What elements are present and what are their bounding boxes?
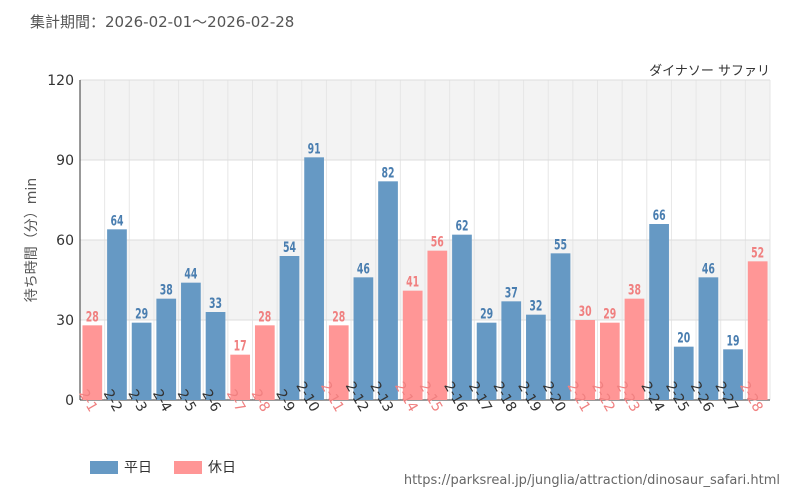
bar-2-2 [107,229,127,400]
value-label: 17 [234,337,247,354]
bar-2-26 [698,277,719,400]
bar-2-19 [526,314,546,400]
bar-2-22 [599,322,620,400]
value-label: 37 [505,284,518,301]
y-tick-label: 90 [56,153,74,169]
legend-holiday-swatch [174,460,202,474]
bar-2-11 [328,325,349,400]
value-label: 46 [357,260,370,277]
legend-holiday-label: 休日 [208,460,236,476]
y-tick-label: 30 [56,313,74,329]
bar-2-10 [304,157,324,400]
chart-legend: 平日 休日 [90,457,258,477]
value-label: 41 [406,273,419,290]
y-tick-label: 60 [56,233,74,249]
value-label: 28 [332,308,345,325]
value-label: 28 [258,308,271,325]
bar-2-5 [181,282,201,400]
bar-2-17 [476,322,497,400]
value-label: 56 [431,233,444,250]
y-tick-label: 120 [47,73,74,89]
value-label: 64 [110,212,123,229]
value-label: 30 [579,302,592,319]
bar-2-4 [156,298,177,400]
attraction-name: ダイナソー サファリ [649,64,770,79]
value-label: 20 [677,329,690,346]
value-label: 33 [209,294,222,311]
source-url: https://parksreal.jp/junglia/attraction/… [403,473,780,488]
bar-2-28 [747,261,768,400]
value-label: 55 [554,236,567,253]
bar-2-6 [205,312,226,400]
bar-2-13 [378,181,398,400]
value-label: 62 [455,217,468,234]
value-label: 29 [480,305,493,322]
bar-2-15 [427,250,448,400]
value-label: 54 [283,238,296,255]
period-label: 集計期間：2026-02-01～2026-02-28 [30,13,295,31]
wait-time-chart: 0306090120待ち時間（分）min282-1642-2292-3382-4… [24,73,771,415]
bar-2-7 [230,354,251,400]
value-label: 19 [727,332,740,349]
value-label: 32 [529,297,542,314]
bar-2-25 [673,346,694,400]
bar-2-3 [131,322,152,400]
bar-2-24 [649,224,669,400]
bar-2-1 [82,325,103,400]
value-label: 38 [160,281,173,298]
bar-2-21 [575,320,596,400]
value-label: 91 [308,140,321,157]
bar-2-16 [452,234,472,400]
bar-2-14 [402,290,423,400]
value-label: 52 [751,244,764,261]
legend-weekday: 平日 [90,457,152,477]
bar-2-9 [279,256,300,400]
value-label: 46 [702,260,715,277]
value-label: 44 [184,265,197,282]
bar-2-27 [723,349,743,400]
value-label: 29 [603,305,616,322]
bar-2-23 [624,298,645,400]
bar-2-20 [550,253,571,400]
bar-2-12 [353,277,374,400]
legend-weekday-swatch [90,460,118,474]
value-label: 29 [135,305,148,322]
legend-holiday: 休日 [174,457,236,477]
y-axis-label: 待ち時間（分）min [24,178,40,302]
y-tick-label: 0 [65,393,74,409]
legend-weekday-label: 平日 [124,460,152,476]
bar-2-18 [501,301,522,400]
value-label: 28 [86,308,99,325]
value-label: 82 [382,164,395,181]
bar-2-8 [254,325,275,400]
value-label: 38 [628,281,641,298]
value-label: 66 [653,206,666,223]
